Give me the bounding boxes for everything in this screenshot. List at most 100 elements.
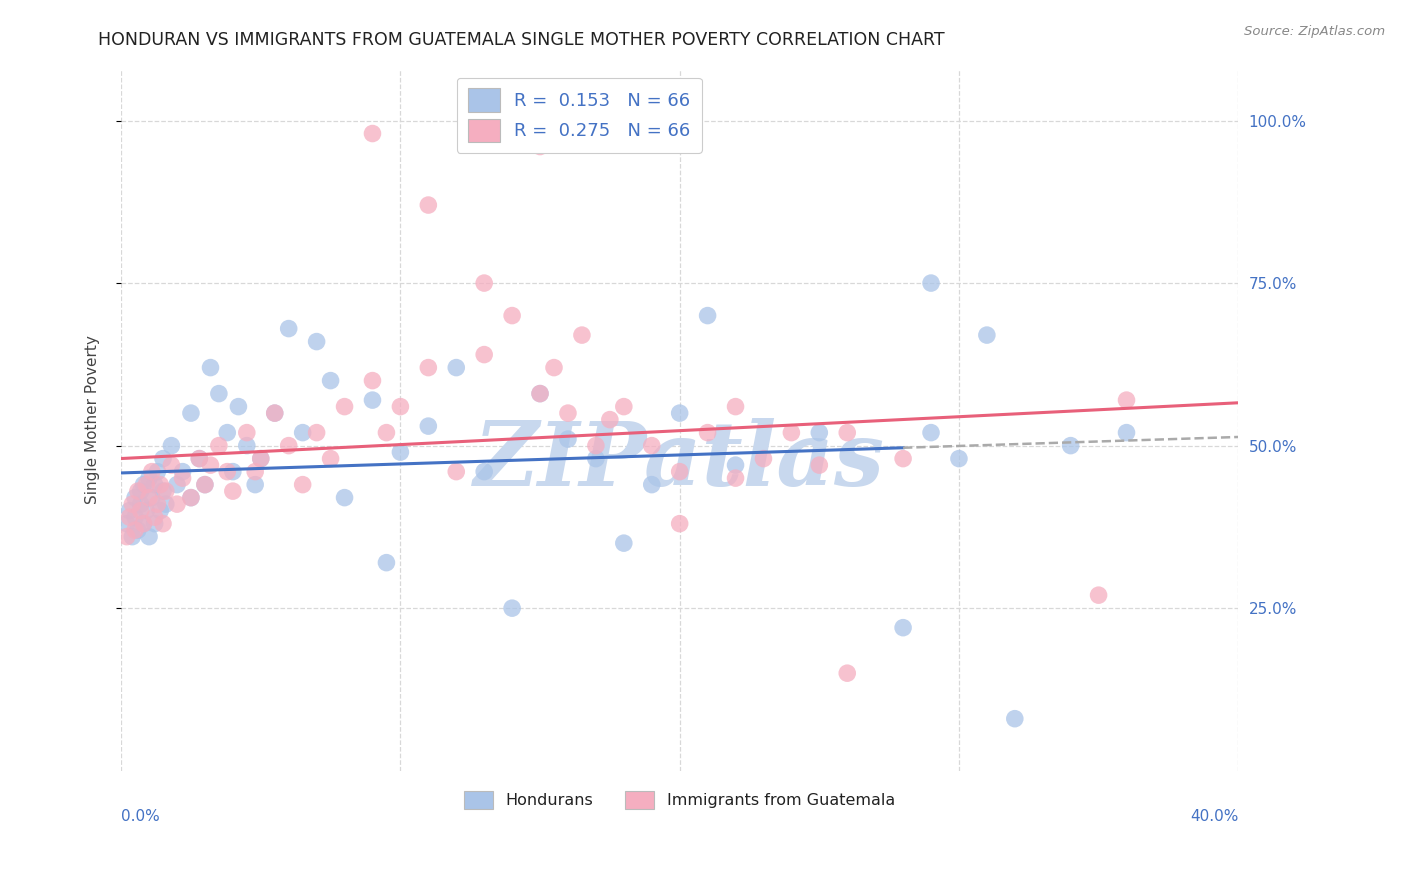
Point bbox=[166, 497, 188, 511]
Point bbox=[571, 328, 593, 343]
Point bbox=[641, 477, 664, 491]
Point bbox=[217, 465, 239, 479]
Point bbox=[305, 425, 328, 440]
Point bbox=[132, 516, 155, 531]
Point bbox=[389, 445, 412, 459]
Point bbox=[418, 360, 440, 375]
Point bbox=[613, 400, 636, 414]
Point bbox=[135, 477, 157, 491]
Point bbox=[146, 465, 169, 479]
Point bbox=[121, 497, 143, 511]
Point bbox=[149, 503, 172, 517]
Point bbox=[780, 425, 803, 440]
Point bbox=[599, 412, 621, 426]
Point bbox=[361, 393, 384, 408]
Point bbox=[143, 516, 166, 531]
Point bbox=[208, 439, 231, 453]
Point bbox=[501, 309, 523, 323]
Text: Source: ZipAtlas.com: Source: ZipAtlas.com bbox=[1244, 25, 1385, 38]
Point bbox=[124, 491, 146, 505]
Point bbox=[585, 451, 607, 466]
Point bbox=[277, 439, 299, 453]
Point bbox=[1087, 588, 1109, 602]
Text: ZIPatlas: ZIPatlas bbox=[474, 418, 886, 505]
Point bbox=[696, 309, 718, 323]
Point bbox=[1059, 439, 1081, 453]
Point bbox=[217, 425, 239, 440]
Point bbox=[249, 451, 271, 466]
Point bbox=[277, 321, 299, 335]
Point bbox=[141, 491, 163, 505]
Point bbox=[172, 465, 194, 479]
Point bbox=[305, 334, 328, 349]
Point bbox=[501, 601, 523, 615]
Point bbox=[236, 425, 259, 440]
Point bbox=[808, 458, 831, 472]
Point bbox=[613, 536, 636, 550]
Point bbox=[138, 491, 160, 505]
Point bbox=[243, 477, 266, 491]
Point bbox=[446, 360, 468, 375]
Point bbox=[160, 439, 183, 453]
Point bbox=[529, 386, 551, 401]
Point bbox=[1115, 393, 1137, 408]
Point bbox=[641, 439, 664, 453]
Point bbox=[143, 510, 166, 524]
Point bbox=[557, 406, 579, 420]
Point bbox=[166, 477, 188, 491]
Point bbox=[132, 477, 155, 491]
Point bbox=[194, 477, 217, 491]
Point bbox=[208, 386, 231, 401]
Y-axis label: Single Mother Poverty: Single Mother Poverty bbox=[86, 335, 100, 504]
Point bbox=[180, 491, 202, 505]
Point bbox=[529, 139, 551, 153]
Point bbox=[543, 360, 565, 375]
Legend: Hondurans, Immigrants from Guatemala: Hondurans, Immigrants from Guatemala bbox=[458, 784, 901, 815]
Point bbox=[138, 471, 160, 485]
Point bbox=[808, 425, 831, 440]
Point bbox=[200, 458, 222, 472]
Point bbox=[121, 530, 143, 544]
Point bbox=[200, 360, 222, 375]
Point bbox=[160, 458, 183, 472]
Point bbox=[127, 523, 149, 537]
Point bbox=[361, 127, 384, 141]
Point bbox=[557, 432, 579, 446]
Point bbox=[696, 425, 718, 440]
Point bbox=[291, 477, 314, 491]
Point bbox=[152, 484, 174, 499]
Point bbox=[222, 484, 245, 499]
Text: 40.0%: 40.0% bbox=[1189, 809, 1239, 824]
Point bbox=[891, 451, 914, 466]
Point bbox=[375, 556, 398, 570]
Point bbox=[333, 491, 356, 505]
Point bbox=[319, 451, 342, 466]
Point bbox=[291, 425, 314, 440]
Point bbox=[472, 348, 495, 362]
Point bbox=[668, 465, 690, 479]
Point bbox=[141, 465, 163, 479]
Point bbox=[472, 465, 495, 479]
Point bbox=[976, 328, 998, 343]
Point bbox=[668, 516, 690, 531]
Point bbox=[194, 477, 217, 491]
Point bbox=[263, 406, 285, 420]
Point bbox=[418, 198, 440, 212]
Point bbox=[222, 465, 245, 479]
Point bbox=[920, 425, 942, 440]
Point bbox=[180, 406, 202, 420]
Point bbox=[837, 666, 859, 681]
Point bbox=[920, 276, 942, 290]
Point bbox=[418, 419, 440, 434]
Point bbox=[228, 400, 250, 414]
Text: 0.0%: 0.0% bbox=[121, 809, 160, 824]
Point bbox=[948, 451, 970, 466]
Point bbox=[172, 471, 194, 485]
Point bbox=[236, 439, 259, 453]
Point bbox=[188, 451, 211, 466]
Point bbox=[361, 374, 384, 388]
Point bbox=[188, 451, 211, 466]
Point bbox=[180, 491, 202, 505]
Point bbox=[118, 503, 141, 517]
Point bbox=[115, 530, 138, 544]
